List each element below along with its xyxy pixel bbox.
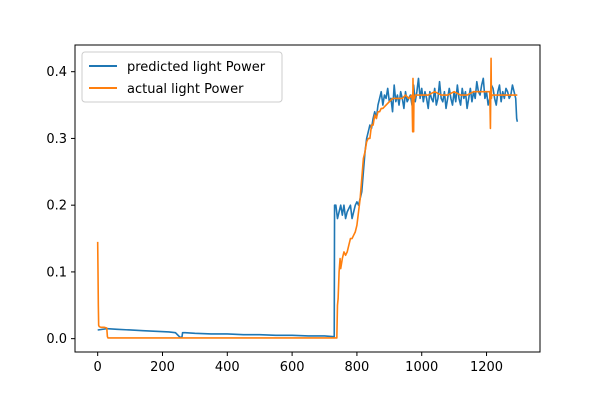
legend-label-actual: actual light Power bbox=[127, 82, 244, 97]
x-tick-label: 1200 bbox=[470, 360, 503, 375]
y-tick-label: 0.1 bbox=[46, 265, 67, 280]
plot-area bbox=[96, 57, 519, 339]
legend-box bbox=[81, 51, 283, 103]
legend: predicted light Power actual light Power bbox=[81, 51, 283, 103]
series-line-actual bbox=[96, 57, 518, 339]
y-tick-label: 0.2 bbox=[46, 199, 67, 214]
legend-label-predicted: predicted light Power bbox=[127, 60, 266, 75]
x-tick-label: 200 bbox=[150, 360, 175, 375]
series-line-predicted bbox=[97, 77, 519, 339]
x-tick-label: 400 bbox=[215, 360, 240, 375]
x-tick-label: 1000 bbox=[405, 360, 438, 375]
y-tick-label: 0.0 bbox=[46, 332, 67, 347]
y-tick-label: 0.4 bbox=[46, 65, 67, 80]
axes: 0 200 400 600 800 1000 1200 0.0 0.1 0.2 0.3 0.4 bbox=[46, 44, 541, 375]
x-tick-label: 0 bbox=[94, 360, 102, 375]
axes-frame bbox=[74, 44, 541, 353]
y-tick-label: 0.3 bbox=[46, 132, 67, 147]
x-tick-label: 800 bbox=[345, 360, 370, 375]
x-tick-label: 600 bbox=[280, 360, 305, 375]
